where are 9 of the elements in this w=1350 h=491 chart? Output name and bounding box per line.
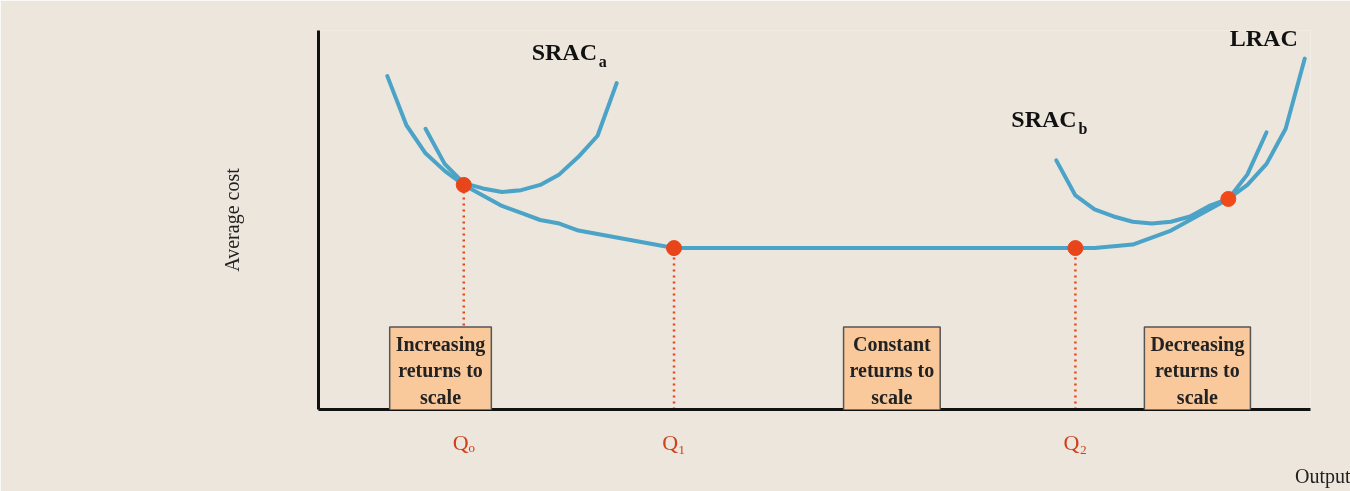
annotation: Decreasing returns to scale [1150, 333, 1245, 408]
series-label: LRAC [1229, 24, 1298, 51]
x-tick-label: Q₁ [662, 429, 686, 455]
x-tick-label: Q₂ [1063, 429, 1088, 455]
annotation: Increasing returns to scale [395, 333, 486, 408]
y-axis-title: Average cost [220, 167, 244, 272]
annotation: Constant returns to scale [849, 333, 935, 408]
x-tick-label: Qₒ [452, 429, 475, 455]
x-axis-title: Output [1294, 464, 1350, 488]
